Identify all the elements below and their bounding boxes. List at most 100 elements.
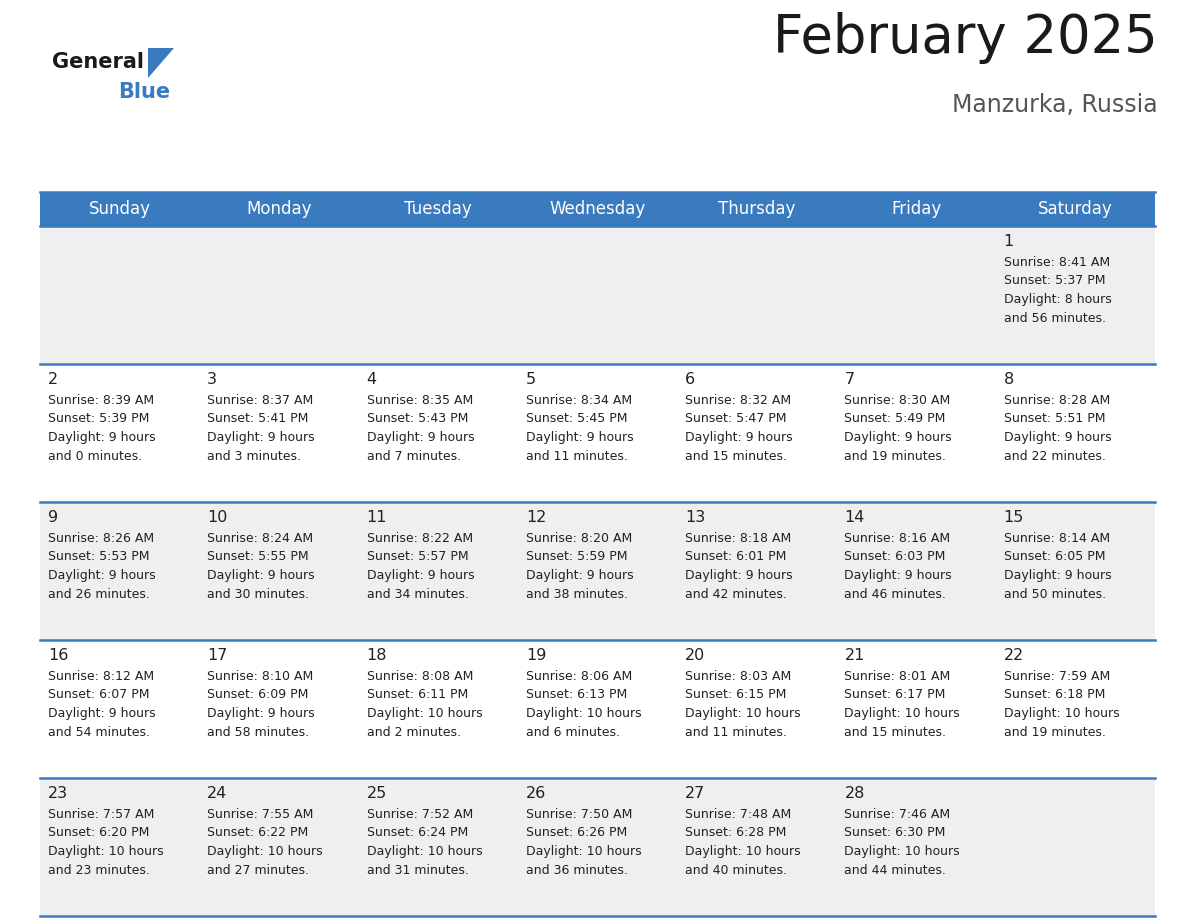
Text: Sunrise: 8:26 AM: Sunrise: 8:26 AM [48,532,154,545]
Bar [836,502,996,640]
Text: Sunset: 6:18 PM: Sunset: 6:18 PM [1004,688,1105,701]
Text: Sunrise: 8:30 AM: Sunrise: 8:30 AM [845,394,950,407]
Text: 17: 17 [207,648,228,663]
Text: 11: 11 [367,510,387,525]
Text: and 42 minutes.: and 42 minutes. [685,588,786,600]
Text: Daylight: 9 hours: Daylight: 9 hours [207,569,315,582]
Text: Saturday: Saturday [1038,200,1113,218]
Text: Sunrise: 8:03 AM: Sunrise: 8:03 AM [685,670,791,683]
Text: Friday: Friday [891,200,941,218]
Text: Sunrise: 8:22 AM: Sunrise: 8:22 AM [367,532,473,545]
Bar [677,778,836,916]
Text: Daylight: 10 hours: Daylight: 10 hours [1004,707,1119,720]
Text: 19: 19 [526,648,546,663]
Text: Daylight: 10 hours: Daylight: 10 hours [526,845,642,858]
Bar [40,364,200,502]
Text: 15: 15 [1004,510,1024,525]
Text: Sunset: 6:24 PM: Sunset: 6:24 PM [367,826,468,839]
Text: and 38 minutes.: and 38 minutes. [526,588,627,600]
Bar [836,364,996,502]
Text: Sunset: 6:11 PM: Sunset: 6:11 PM [367,688,468,701]
Text: and 3 minutes.: and 3 minutes. [207,450,302,463]
Text: Sunset: 5:57 PM: Sunset: 5:57 PM [367,551,468,564]
Text: Daylight: 10 hours: Daylight: 10 hours [367,845,482,858]
Text: 13: 13 [685,510,706,525]
Text: Daylight: 9 hours: Daylight: 9 hours [1004,431,1111,444]
Text: Daylight: 9 hours: Daylight: 9 hours [48,707,156,720]
Text: and 46 minutes.: and 46 minutes. [845,588,947,600]
Text: Daylight: 9 hours: Daylight: 9 hours [526,569,633,582]
Text: Sunrise: 8:01 AM: Sunrise: 8:01 AM [845,670,950,683]
Bar [40,226,200,364]
Text: Wednesday: Wednesday [549,200,645,218]
Text: 5: 5 [526,372,536,387]
Bar [996,226,1155,364]
Text: Sunset: 6:30 PM: Sunset: 6:30 PM [845,826,946,839]
Text: Sunset: 5:53 PM: Sunset: 5:53 PM [48,551,150,564]
Bar [677,502,836,640]
Text: Sunset: 6:09 PM: Sunset: 6:09 PM [207,688,309,701]
Text: Sunset: 5:49 PM: Sunset: 5:49 PM [845,412,946,426]
Text: and 50 minutes.: and 50 minutes. [1004,588,1106,600]
Text: Daylight: 9 hours: Daylight: 9 hours [1004,569,1111,582]
Text: Sunset: 6:17 PM: Sunset: 6:17 PM [845,688,946,701]
Text: Daylight: 9 hours: Daylight: 9 hours [367,569,474,582]
Text: Sunrise: 8:20 AM: Sunrise: 8:20 AM [526,532,632,545]
Text: Sunrise: 7:57 AM: Sunrise: 7:57 AM [48,808,154,821]
Text: and 27 minutes.: and 27 minutes. [207,864,309,877]
Text: and 15 minutes.: and 15 minutes. [685,450,788,463]
Text: Blue: Blue [118,82,170,102]
Text: and 22 minutes.: and 22 minutes. [1004,450,1106,463]
Text: and 23 minutes.: and 23 minutes. [48,864,150,877]
Text: Sunrise: 8:32 AM: Sunrise: 8:32 AM [685,394,791,407]
Bar [677,640,836,778]
Text: Sunset: 5:41 PM: Sunset: 5:41 PM [207,412,309,426]
Text: Sunrise: 7:50 AM: Sunrise: 7:50 AM [526,808,632,821]
Text: Sunrise: 8:35 AM: Sunrise: 8:35 AM [367,394,473,407]
Text: Sunset: 5:37 PM: Sunset: 5:37 PM [1004,274,1105,287]
Text: Sunrise: 7:48 AM: Sunrise: 7:48 AM [685,808,791,821]
Text: Daylight: 9 hours: Daylight: 9 hours [845,431,952,444]
Bar [40,640,200,778]
Text: and 44 minutes.: and 44 minutes. [845,864,947,877]
Text: Sunset: 6:07 PM: Sunset: 6:07 PM [48,688,150,701]
Text: Daylight: 10 hours: Daylight: 10 hours [526,707,642,720]
Text: and 40 minutes.: and 40 minutes. [685,864,788,877]
Text: 20: 20 [685,648,706,663]
Bar [996,364,1155,502]
Text: Sunset: 5:43 PM: Sunset: 5:43 PM [367,412,468,426]
Bar [996,502,1155,640]
Text: Daylight: 10 hours: Daylight: 10 hours [207,845,323,858]
Text: Sunset: 6:28 PM: Sunset: 6:28 PM [685,826,786,839]
Text: Daylight: 10 hours: Daylight: 10 hours [845,707,960,720]
Text: February 2025: February 2025 [773,12,1158,64]
Text: Sunrise: 8:28 AM: Sunrise: 8:28 AM [1004,394,1110,407]
Bar [836,226,996,364]
Text: Sunrise: 8:37 AM: Sunrise: 8:37 AM [207,394,314,407]
Text: Sunrise: 8:34 AM: Sunrise: 8:34 AM [526,394,632,407]
Text: Sunrise: 8:16 AM: Sunrise: 8:16 AM [845,532,950,545]
Bar [996,778,1155,916]
Text: Daylight: 10 hours: Daylight: 10 hours [685,707,801,720]
Bar [518,640,677,778]
Text: Sunset: 5:45 PM: Sunset: 5:45 PM [526,412,627,426]
Text: Sunset: 6:05 PM: Sunset: 6:05 PM [1004,551,1105,564]
Text: Thursday: Thursday [718,200,796,218]
Text: 2: 2 [48,372,58,387]
Text: Sunset: 6:01 PM: Sunset: 6:01 PM [685,551,786,564]
Bar [359,192,518,226]
Bar [836,778,996,916]
Text: and 58 minutes.: and 58 minutes. [207,725,309,738]
Text: Sunset: 6:20 PM: Sunset: 6:20 PM [48,826,150,839]
Bar [518,364,677,502]
Text: General: General [52,52,144,72]
Text: Sunset: 5:59 PM: Sunset: 5:59 PM [526,551,627,564]
Text: Daylight: 9 hours: Daylight: 9 hours [207,707,315,720]
Text: Sunrise: 8:14 AM: Sunrise: 8:14 AM [1004,532,1110,545]
Text: and 11 minutes.: and 11 minutes. [685,725,786,738]
Text: 26: 26 [526,786,546,801]
Text: and 36 minutes.: and 36 minutes. [526,864,627,877]
Text: Sunrise: 8:10 AM: Sunrise: 8:10 AM [207,670,314,683]
Text: and 15 minutes.: and 15 minutes. [845,725,947,738]
Bar [677,226,836,364]
